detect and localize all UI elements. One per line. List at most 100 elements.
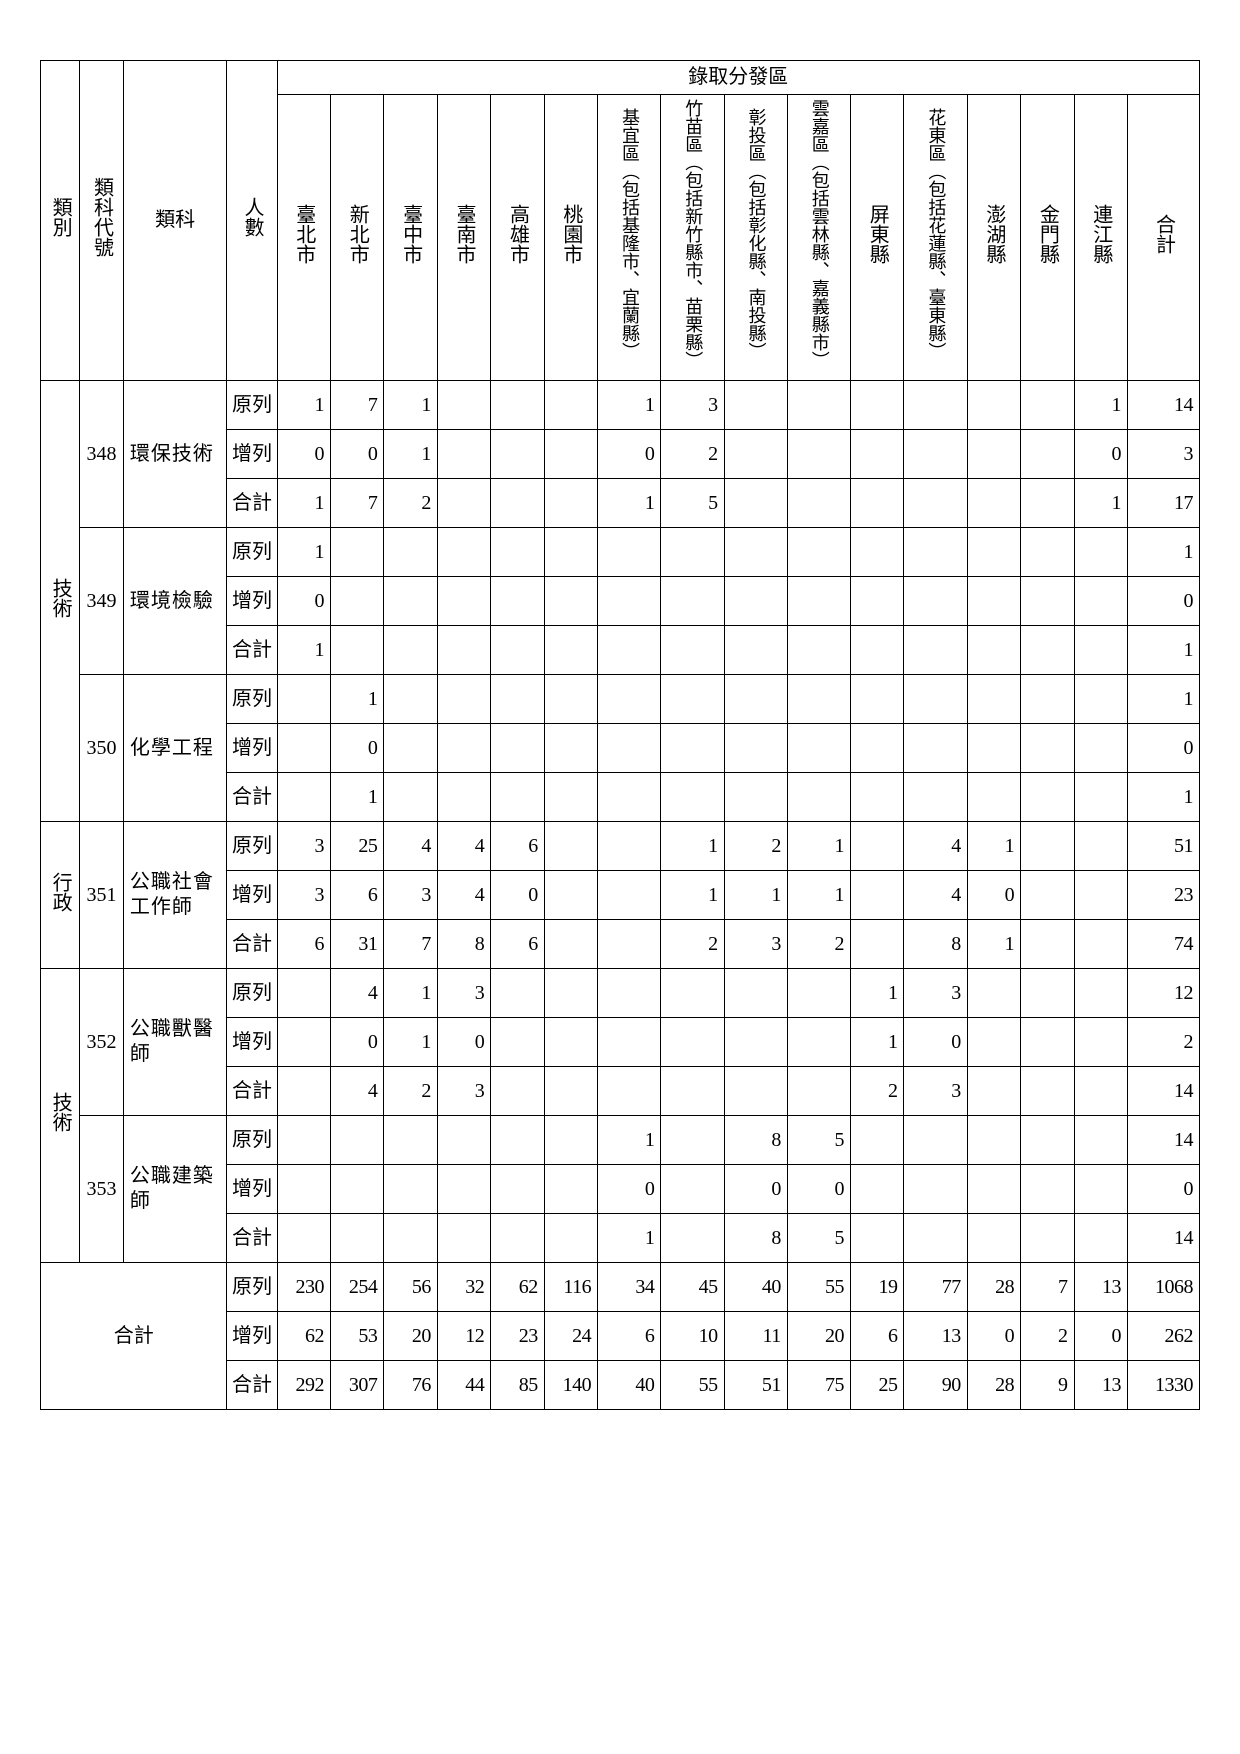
cell-0-2-add-7 [661,724,724,773]
cell-0-2-orig-10 [851,675,904,724]
cell-0-2-orig-3 [437,675,490,724]
cell-1-0-sum-7: 2 [661,920,724,969]
cell-0-0-add-9 [787,430,850,479]
gt-add-15: 262 [1127,1312,1199,1361]
cell-2-1-sum-12 [967,1214,1020,1263]
cell-2-0-add-9 [787,1018,850,1067]
cell-0-2-orig-2 [384,675,437,724]
cell-2-1-add-5 [544,1165,597,1214]
cell-2-0-sum-11: 3 [904,1067,967,1116]
cell-1-0-sum-2: 7 [384,920,437,969]
cell-0-0-sum-5 [544,479,597,528]
gt-sum-5: 140 [544,1361,597,1410]
cell-1-0-sum-15: 74 [1127,920,1199,969]
gt-add-14: 0 [1074,1312,1127,1361]
cell-0-2-orig-15: 1 [1127,675,1199,724]
gt-sum-10: 25 [851,1361,904,1410]
cell-1-0-orig-9: 1 [787,822,850,871]
cell-0-1-sum-4 [491,626,544,675]
hdr-region-5: 桃園市 [558,204,584,264]
cell-1-0-sum-8: 3 [724,920,787,969]
gt-add-3: 12 [437,1312,490,1361]
cell-2-1-add-11 [904,1165,967,1214]
cell-2-1-sum-11 [904,1214,967,1263]
cell-0-2-orig-1: 1 [331,675,384,724]
hdr-people: 人數 [239,197,265,237]
cell-0-0-sum-6: 1 [598,479,661,528]
row-kind-label: 原列 [227,1263,277,1312]
cell-0-2-orig-11 [904,675,967,724]
cell-0-2-sum-12 [967,773,1020,822]
hdr-region-9: 雲嘉區（包括雲林縣、嘉義縣市） [808,99,830,369]
cell-2-1-add-4 [491,1165,544,1214]
cell-0-0-orig-9 [787,381,850,430]
row-kind-label: 原列 [227,969,277,1018]
cell-0-1-orig-3 [437,528,490,577]
cell-0-2-orig-4 [491,675,544,724]
cell-0-0-orig-13 [1021,381,1074,430]
row-kind-label: 合計 [227,1361,277,1410]
subject-code: 353 [80,1116,124,1263]
gt-sum-1: 307 [331,1361,384,1410]
cell-0-1-add-9 [787,577,850,626]
cell-0-2-sum-4 [491,773,544,822]
cell-2-0-sum-10: 2 [851,1067,904,1116]
cell-2-0-add-6 [598,1018,661,1067]
cell-2-0-add-7 [661,1018,724,1067]
cell-0-1-add-4 [491,577,544,626]
gt-orig-2: 56 [384,1263,437,1312]
table-row: 技術348環保技術原列17113114 [41,381,1200,430]
cell-0-0-add-4 [491,430,544,479]
row-kind-label: 原列 [227,675,277,724]
table-row: 技術352公職獸醫師原列4131312 [41,969,1200,1018]
row-kind-label: 增列 [227,577,277,626]
row-kind-label: 合計 [227,479,277,528]
gt-orig-8: 40 [724,1263,787,1312]
hdr-subject: 類科 [123,61,227,381]
cell-0-0-sum-4 [491,479,544,528]
cell-0-0-sum-7: 5 [661,479,724,528]
cell-2-0-sum-6 [598,1067,661,1116]
cell-1-0-sum-4: 6 [491,920,544,969]
cell-2-0-sum-5 [544,1067,597,1116]
cell-1-0-orig-15: 51 [1127,822,1199,871]
cell-0-2-add-12 [967,724,1020,773]
cell-1-0-add-2: 3 [384,871,437,920]
row-kind-label: 原列 [227,528,277,577]
cell-0-2-sum-1: 1 [331,773,384,822]
row-kind-label: 增列 [227,430,277,479]
cell-0-0-sum-9 [787,479,850,528]
gt-orig-7: 45 [661,1263,724,1312]
cell-2-1-sum-5 [544,1214,597,1263]
cell-1-0-orig-11: 4 [904,822,967,871]
cell-0-2-sum-13 [1021,773,1074,822]
cell-0-0-orig-1: 7 [331,381,384,430]
cell-0-1-add-8 [724,577,787,626]
cell-0-2-orig-6 [598,675,661,724]
gt-sum-14: 13 [1074,1361,1127,1410]
cell-1-0-add-7: 1 [661,871,724,920]
cell-0-1-sum-10 [851,626,904,675]
subject-name: 公職社會工作師 [123,822,227,969]
cell-1-0-orig-4: 6 [491,822,544,871]
cell-2-0-add-3: 0 [437,1018,490,1067]
cell-2-1-sum-15: 14 [1127,1214,1199,1263]
cell-0-0-sum-13 [1021,479,1074,528]
cell-0-0-sum-10 [851,479,904,528]
cell-2-0-add-10: 1 [851,1018,904,1067]
cell-0-1-add-10 [851,577,904,626]
cell-0-0-add-13 [1021,430,1074,479]
cell-1-0-sum-13 [1021,920,1074,969]
cell-1-0-orig-6 [598,822,661,871]
cell-2-1-orig-8: 8 [724,1116,787,1165]
row-kind-label: 原列 [227,381,277,430]
subject-code: 351 [80,822,124,969]
cell-1-0-add-1: 6 [331,871,384,920]
cell-2-1-add-15: 0 [1127,1165,1199,1214]
cell-0-1-add-2 [384,577,437,626]
cell-2-0-sum-2: 2 [384,1067,437,1116]
cell-0-0-add-7: 2 [661,430,724,479]
cell-0-1-orig-8 [724,528,787,577]
cell-0-1-add-6 [598,577,661,626]
cell-2-0-sum-7 [661,1067,724,1116]
